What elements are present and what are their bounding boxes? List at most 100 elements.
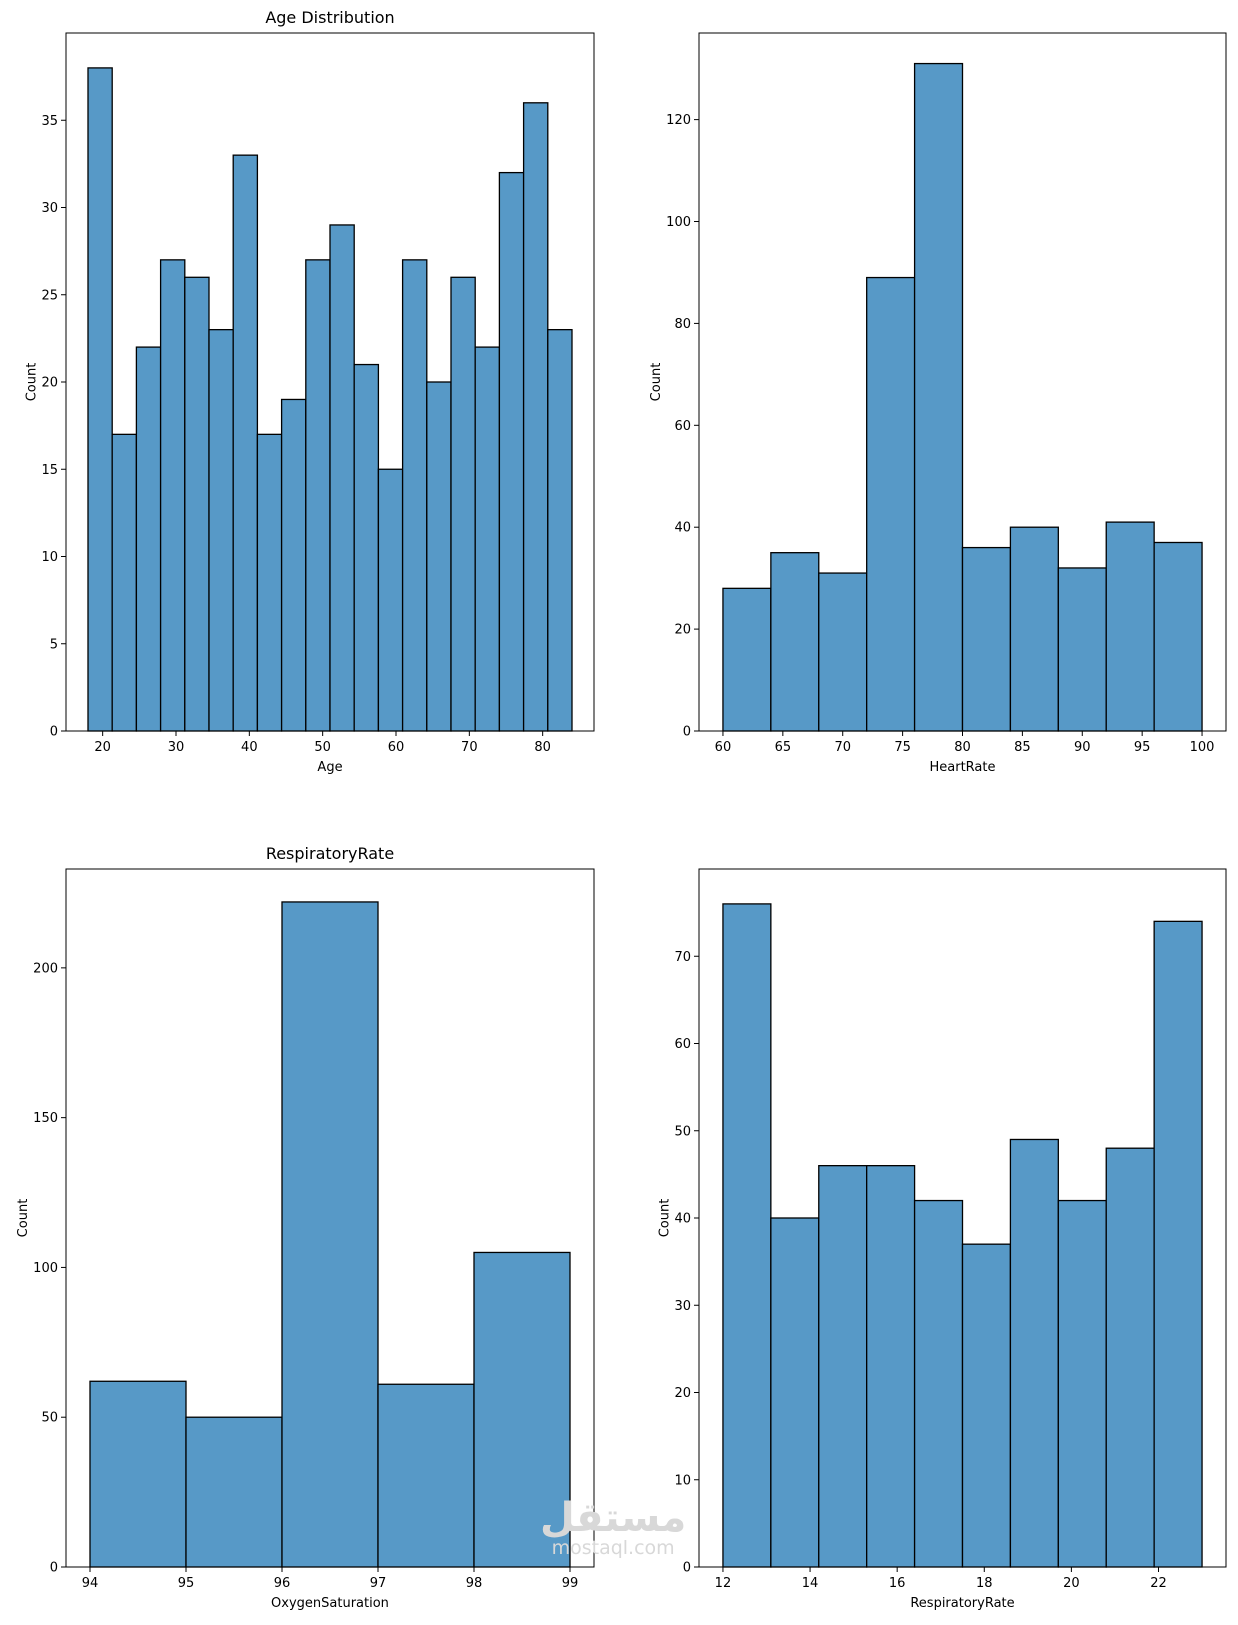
histogram-bar: [722, 903, 772, 1568]
histogram-bar: [722, 587, 772, 732]
histogram-bar: [1057, 567, 1107, 732]
x-tick-label: 70: [834, 740, 851, 755]
x-tick-label: 90: [1074, 740, 1091, 755]
histogram-bar: [866, 1165, 916, 1568]
histogram-bar: [426, 381, 452, 732]
y-axis-label: Count: [24, 363, 39, 402]
x-tick-label: 60: [388, 740, 405, 755]
y-axis-label: Count: [16, 1199, 31, 1238]
y-tick-label: 0: [50, 725, 58, 740]
chart-title: RespiratoryRate: [266, 844, 394, 863]
histogram-bar: [353, 363, 380, 732]
histogram-bar: [1009, 1138, 1059, 1568]
x-tick-label: 40: [241, 740, 258, 755]
histogram-bar: [1057, 1199, 1107, 1568]
x-tick-label: 80: [534, 740, 551, 755]
y-tick-label: 50: [41, 1411, 58, 1426]
x-tick-label: 96: [274, 1576, 291, 1591]
histogram-bar: [474, 346, 501, 732]
x-tick-label: 80: [954, 740, 971, 755]
y-tick-label: 40: [674, 1212, 691, 1227]
y-axis-label: Count: [649, 363, 664, 402]
y-tick-label: 20: [674, 623, 691, 638]
histogram-bar: [547, 328, 573, 732]
x-tick-label: 85: [1014, 740, 1031, 755]
y-tick-label: 20: [674, 1386, 691, 1401]
x-tick-label: 18: [976, 1576, 993, 1591]
x-tick-label: 95: [178, 1576, 195, 1591]
watermark-arabic: مستقل: [540, 1495, 687, 1541]
x-tick-label: 12: [715, 1576, 732, 1591]
y-tick-label: 40: [674, 521, 691, 536]
y-tick-label: 80: [674, 317, 691, 332]
histogram-bar: [159, 259, 186, 732]
chart-2: 60 65 70 75 80 85 90 95 100 0 20 40 60 80 100 120 HeartR…: [649, 32, 1227, 775]
y-tick-label: 35: [41, 114, 58, 129]
histogram-bar: [111, 433, 138, 732]
histogram-bar: [913, 1199, 964, 1568]
histogram-bar: [377, 1383, 475, 1568]
histogram-bar: [818, 1165, 868, 1568]
histogram-bar: [522, 102, 549, 732]
histogram-bar: [135, 346, 162, 732]
y-tick-label: 10: [41, 550, 58, 565]
y-tick-label: 120: [666, 113, 691, 128]
y-tick-label: 100: [666, 215, 691, 230]
histogram-bar: [1009, 526, 1059, 732]
x-tick-label: 14: [802, 1576, 819, 1591]
x-axis-label: RespiratoryRate: [910, 1596, 1014, 1611]
chart-title: Age Distribution: [265, 8, 394, 27]
x-tick-label: 65: [775, 740, 792, 755]
histogram-bar: [770, 1217, 820, 1568]
y-tick-label: 70: [674, 950, 691, 965]
histogram-bar: [961, 1243, 1012, 1568]
y-tick-label: 100: [33, 1261, 58, 1276]
x-tick-label: 20: [1063, 1576, 1080, 1591]
histogram-bar: [377, 468, 404, 732]
x-tick-label: 100: [1190, 740, 1215, 755]
watermark: مستقل mostaql.com: [540, 1498, 686, 1558]
x-tick-label: 30: [168, 740, 185, 755]
y-tick-label: 0: [683, 725, 691, 740]
histogram-bar: [305, 259, 331, 732]
histogram-bar: [87, 67, 113, 732]
y-tick-label: 150: [33, 1111, 58, 1126]
y-tick-label: 0: [50, 1561, 58, 1576]
histogram-bar: [329, 224, 355, 732]
y-axis-label: Count: [657, 1199, 672, 1238]
y-tick-label: 30: [674, 1299, 691, 1314]
histogram-bar: [770, 552, 820, 732]
y-tick-label: 50: [674, 1124, 691, 1139]
x-tick-label: 70: [461, 740, 478, 755]
histogram-bar: [232, 154, 259, 732]
x-tick-label: 94: [82, 1576, 99, 1591]
x-tick-label: 95: [1134, 740, 1151, 755]
y-tick-label: 60: [674, 1037, 691, 1052]
histogram-bar: [185, 1416, 283, 1568]
histogram-bar: [208, 328, 234, 732]
y-tick-label: 5: [50, 637, 58, 652]
axes-frame: [65, 868, 595, 1568]
histogram-bar: [866, 276, 916, 732]
histogram-bar: [450, 276, 476, 732]
x-axis-label: Age: [317, 760, 342, 775]
histogram-bar: [280, 398, 307, 732]
chart-3: 94 95 96 97 98 99 0 50 100 150 200 OxygenSaturation…: [16, 844, 595, 1611]
y-tick-label: 20: [41, 376, 58, 391]
y-tick-label: 25: [41, 288, 58, 303]
chart-1: 20 30 40 50 60 70 80 0 5 10 15 20 25 30 35 Age Count Age …: [24, 8, 595, 775]
y-tick-label: 200: [33, 961, 58, 976]
histogram-bar: [1105, 1147, 1155, 1568]
histogram-bar: [256, 433, 283, 732]
histogram-bar: [913, 62, 964, 732]
histogram-bar: [1153, 920, 1203, 1568]
watermark-latin: mostaql.com: [551, 1537, 675, 1559]
x-tick-label: 60: [715, 740, 732, 755]
x-tick-label: 16: [889, 1576, 906, 1591]
y-tick-label: 0: [683, 1561, 691, 1576]
y-tick-label: 10: [674, 1473, 691, 1488]
histogram-bar: [281, 901, 379, 1568]
x-tick-label: 50: [314, 740, 331, 755]
x-tick-label: 75: [894, 740, 911, 755]
